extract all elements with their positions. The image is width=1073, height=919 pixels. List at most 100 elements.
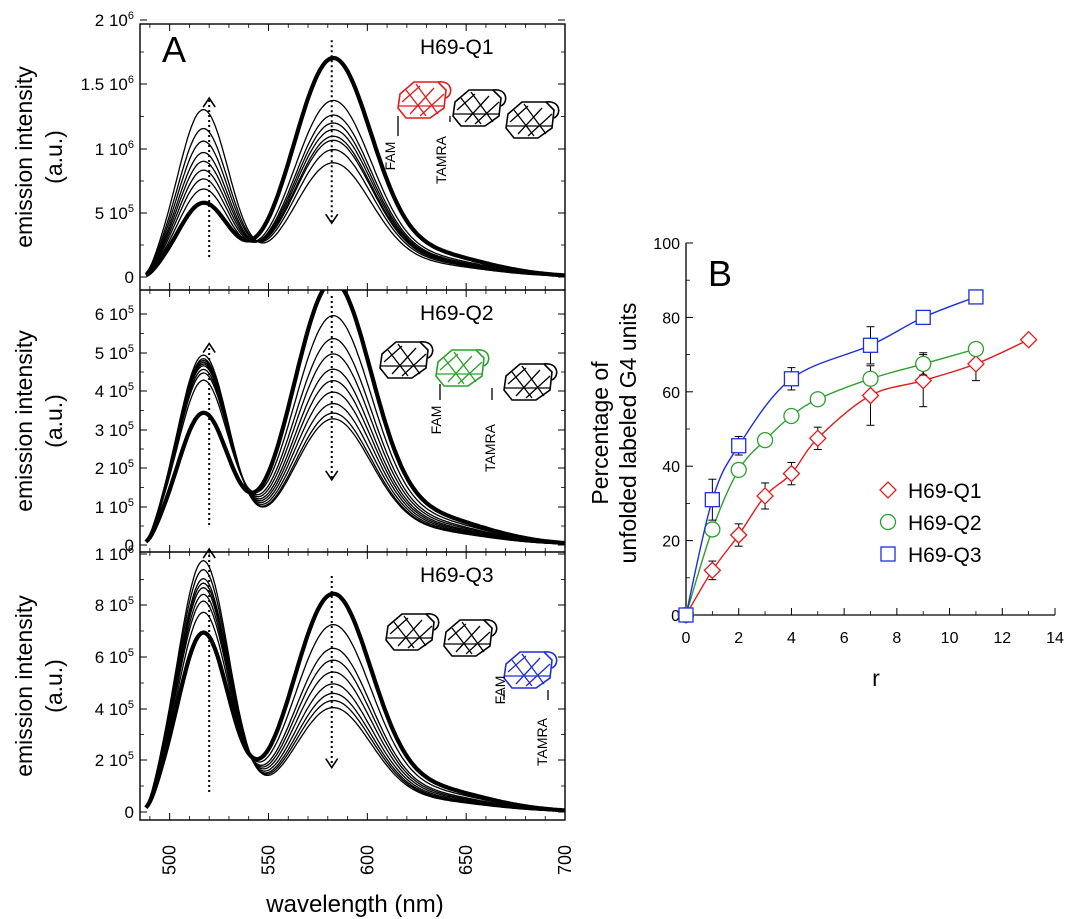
y-axis-label: emission intensity [11, 66, 37, 248]
x-tick-label: 6 [840, 630, 849, 647]
g4-cartoon-q3: FAM TAMRA [385, 613, 558, 766]
y-tick-label: 20 [662, 534, 680, 551]
arrow-up-head [202, 96, 216, 108]
y-tick-label: 80 [662, 310, 680, 327]
x-axis-label: wavelength (nm) [265, 891, 443, 918]
g4-unit-labeled [503, 651, 558, 689]
spectrum-curve [145, 593, 565, 812]
y-tick-label: 0 [125, 536, 134, 555]
data-point [731, 438, 747, 454]
spectrum-initial [144, 591, 565, 813]
y-tick-label: 2 105 [95, 458, 134, 478]
y-tick-label: 1.5 106 [81, 74, 134, 94]
construct-label: H69-Q3 [420, 564, 494, 587]
fam-tag: FAM [428, 406, 444, 435]
x-tick-label: 500 [160, 845, 180, 875]
g4-cartoon-q2: FAM TAMRA [379, 341, 558, 472]
g4-unit [385, 613, 440, 651]
g4-loop [437, 81, 452, 99]
spectrum-curve [145, 108, 565, 277]
data-point [678, 607, 694, 623]
y-tick-label: 1 105 [95, 497, 134, 517]
g4-lattice [454, 91, 500, 125]
arrow-down-head [325, 213, 339, 225]
spectrum-curve [145, 127, 565, 277]
panel-a: 0 5 105 1 106 1.5 106 2 106 emission intensit… [11, 10, 575, 918]
y-tick-label: 40 [662, 459, 680, 476]
arrow-down-head [325, 758, 339, 769]
data-point [862, 337, 879, 353]
construct-label: H69-Q2 [420, 302, 494, 325]
legend-label: H69-Q2 [908, 512, 982, 535]
series-h69-q1 [677, 330, 1038, 624]
panel-a-frame [139, 23, 566, 821]
y-tick-exponent: 5 [128, 381, 134, 393]
y-axis-label: emission intensity [11, 595, 37, 777]
arrow-up-head [202, 342, 216, 354]
spectra-group [144, 559, 565, 813]
spectrum-initial [144, 290, 565, 546]
spectrum-curve [145, 314, 565, 544]
legend: H69-Q1 H69-Q2 H69-Q3 [879, 480, 982, 567]
x-tick-label: 0 [682, 630, 691, 647]
g4-loop [483, 619, 498, 637]
data-point [729, 526, 748, 544]
y-tick-label: 2 105 [95, 750, 134, 770]
data-point [808, 429, 827, 448]
g4-unit-labeled [435, 349, 490, 387]
y-tick-exponent: 6 [128, 74, 134, 86]
legend-label: H69-Q1 [908, 480, 982, 503]
spectra-group [144, 290, 565, 546]
g4-loop [425, 613, 440, 631]
linker [503, 690, 549, 700]
g4-loop [543, 363, 558, 381]
y-tick-label: 4 105 [95, 381, 134, 401]
g4-lattice [437, 351, 483, 385]
y-tick-exponent: 5 [128, 203, 134, 215]
data-point [704, 492, 721, 508]
spectrum-curve [145, 358, 565, 545]
tamra-tag: TAMRA [482, 423, 498, 472]
fam-tag: FAM [492, 676, 508, 705]
g4-loop [545, 101, 560, 119]
g4-lattice [505, 653, 551, 687]
data-point [1019, 330, 1038, 349]
g4-outline [452, 89, 502, 127]
x-tick-label: 650 [456, 845, 476, 875]
data-point [756, 487, 774, 505]
y-tick-exponent: 5 [128, 343, 134, 355]
y-tick-label: 5 105 [95, 343, 134, 363]
spectrum-curve [145, 611, 565, 812]
y-tick-label: 60 [662, 385, 680, 402]
g4-lattice [445, 621, 491, 655]
x-tick-label: 700 [555, 845, 575, 875]
data-point [704, 521, 721, 538]
y-tick-exponent: 5 [128, 750, 134, 762]
spectra-group [144, 55, 565, 278]
g4-lattice [381, 343, 427, 377]
y-tick-label: 0 [125, 268, 134, 287]
series-line [685, 296, 977, 616]
y-axis-label: unfolded labeled G4 units [615, 303, 641, 564]
data-point [914, 371, 933, 390]
g4-outline [503, 651, 553, 689]
spectrum-curve [145, 353, 565, 545]
data-point [730, 461, 747, 479]
y-axis-label: Percentage of [587, 361, 613, 505]
linker [439, 384, 493, 400]
y-tick-label: 8 105 [95, 595, 134, 615]
legend-marker [879, 513, 897, 531]
x-tick-label: 2 [734, 630, 743, 647]
series-h69-q3 [678, 289, 984, 623]
g4-outline [397, 81, 447, 119]
y-tick-exponent: 5 [128, 699, 134, 711]
x-tick-label: 10 [941, 630, 959, 647]
y-tick-exponent: 6 [128, 139, 134, 151]
data-point [861, 386, 880, 405]
data-point [703, 561, 722, 580]
linker [397, 116, 451, 136]
g4-cartoon-q1: FAM TAMRA [382, 81, 560, 184]
y-tick-exponent: 5 [128, 497, 134, 509]
spectrum-curve [145, 99, 565, 277]
